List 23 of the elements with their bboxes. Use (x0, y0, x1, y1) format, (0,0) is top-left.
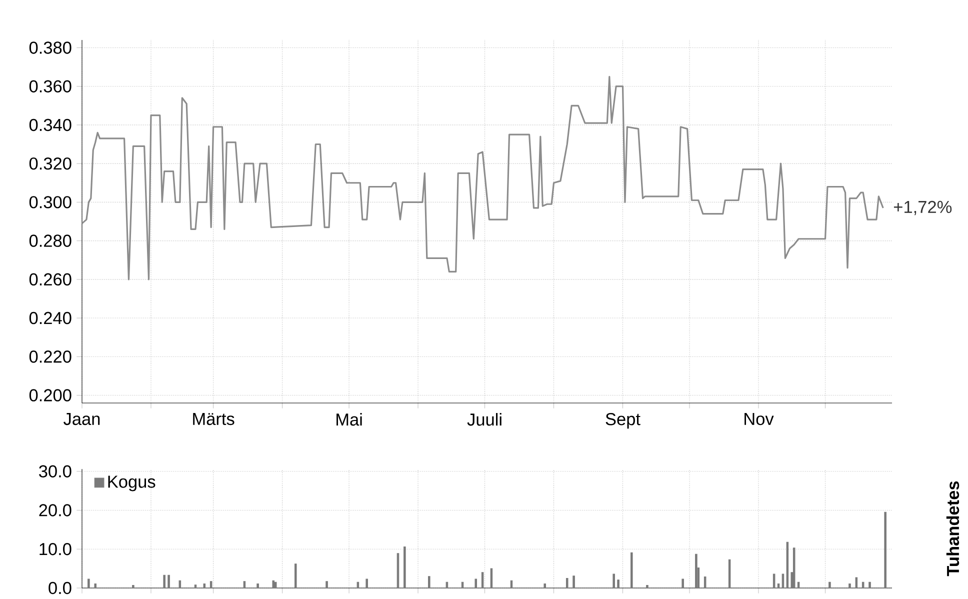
y-tick-label: 0.240 (29, 312, 72, 324)
x-tick-label: Sept (606, 413, 640, 429)
legend-label: Kogus (108, 476, 156, 492)
y-tick-label: 0.260 (29, 273, 72, 286)
y-tick-label: 30.0 (39, 465, 72, 478)
y-tick-label: 0.320 (29, 157, 72, 170)
y-tick-label: 0.380 (29, 42, 72, 54)
y-tick-label: 10.0 (40, 542, 72, 556)
y-tick-label: 0.300 (29, 196, 72, 208)
y-tick-label: 0.0 (48, 582, 72, 594)
y-tick-label: 0.220 (29, 350, 72, 363)
x-tick-label: Märts (193, 413, 234, 426)
x-tick-label: Mai (336, 413, 362, 426)
y-tick-label: 0.280 (29, 234, 72, 247)
x-tick-label: Jaan (64, 413, 100, 426)
y-tick-label: 0.340 (29, 118, 72, 132)
y-tick-label: 0.200 (29, 389, 72, 402)
y-tick-label: 20.0 (39, 504, 72, 516)
y-tick-label: 0.360 (29, 80, 72, 92)
y-axis-title: Tuhandetes (946, 481, 960, 576)
annotation: +1,72% (894, 200, 952, 216)
x-tick-label: Nov (744, 413, 774, 426)
x-tick-label: Juuli (467, 413, 502, 426)
